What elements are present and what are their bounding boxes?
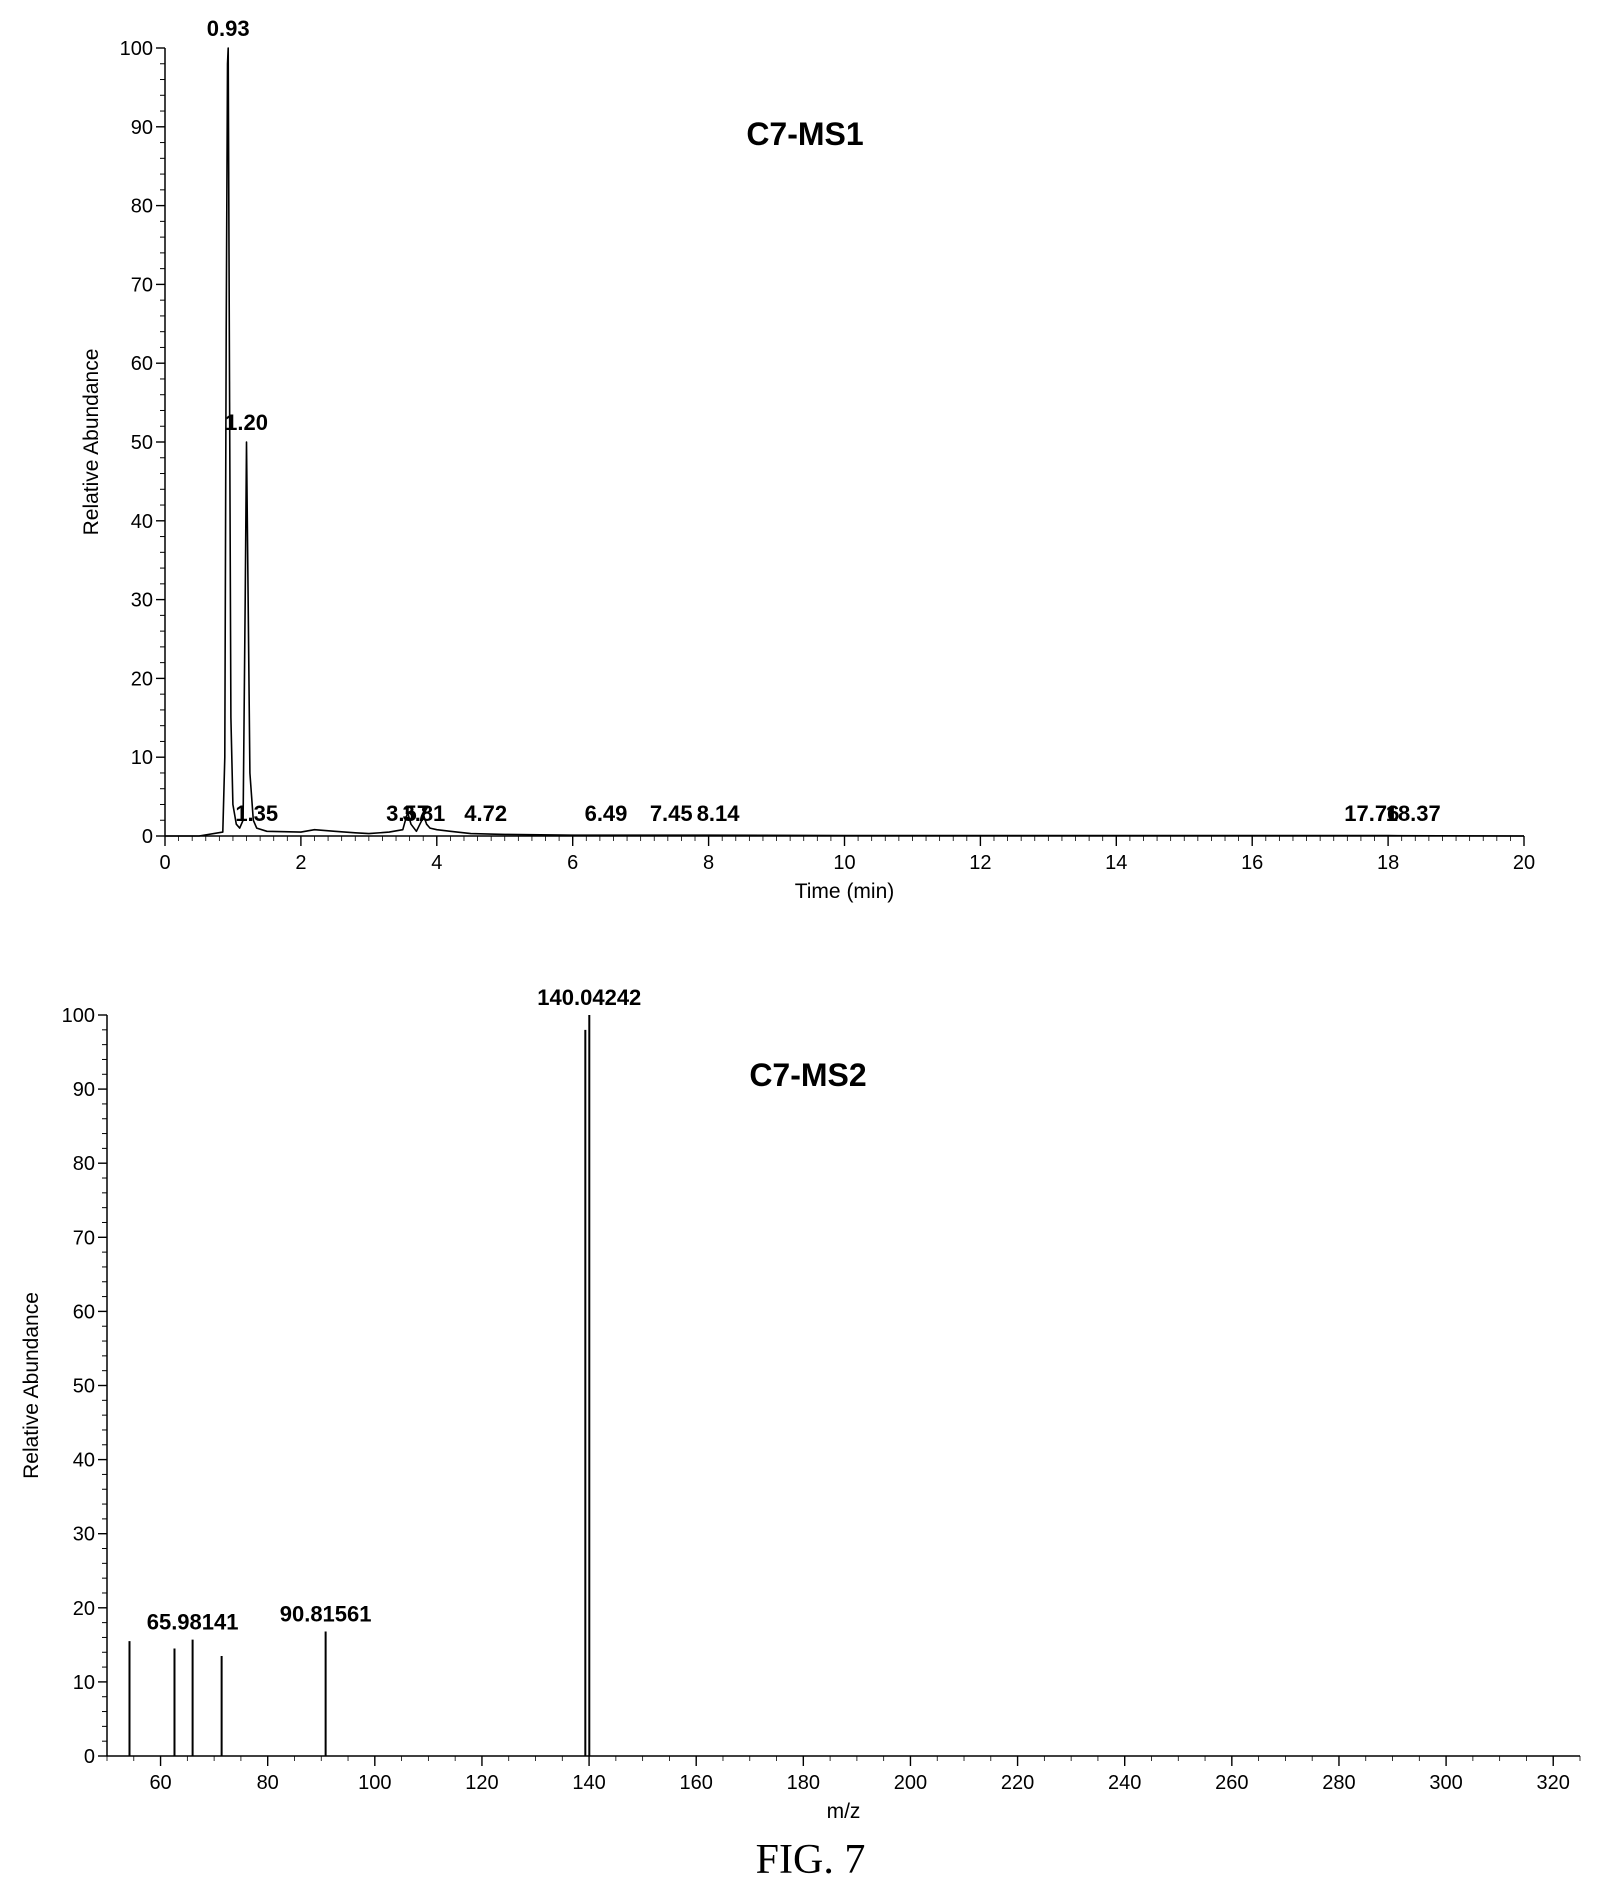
x-tick-label: 280 xyxy=(1322,1772,1355,1794)
x-tick-label: 60 xyxy=(149,1772,171,1794)
x-tick-label: 20 xyxy=(1513,852,1535,874)
y-tick-label: 20 xyxy=(131,668,153,690)
peak-label: 90.81561 xyxy=(280,1602,372,1627)
chart-title: C7-MS2 xyxy=(749,1057,866,1093)
x-tick-label: 12 xyxy=(969,852,991,874)
y-tick-label: 100 xyxy=(120,38,153,60)
x-tick-label: 160 xyxy=(680,1772,713,1794)
peak-label: 8.14 xyxy=(697,801,741,826)
x-tick-label: 300 xyxy=(1429,1772,1462,1794)
peak-label: 6.49 xyxy=(585,801,628,826)
y-tick-label: 60 xyxy=(131,353,153,375)
x-tick-label: 140 xyxy=(572,1772,605,1794)
x-tick-label: 16 xyxy=(1241,852,1263,874)
y-tick-label: 20 xyxy=(73,1598,95,1620)
peak-label: 7.45 xyxy=(650,801,693,826)
y-axis-label: Relative Abundance xyxy=(20,1292,43,1479)
y-tick-label: 60 xyxy=(73,1301,95,1323)
x-tick-label: 180 xyxy=(787,1772,820,1794)
y-axis-label: Relative Abundance xyxy=(80,349,103,536)
peak-label: 17.76 xyxy=(1344,801,1399,826)
x-tick-label: 220 xyxy=(1001,1772,1034,1794)
chromatogram-chart: 0 10 20 30 40 50 60 70 80 90 100 0 2 4 6 8 10 12 14 16 18 20 T… xyxy=(80,16,1535,903)
peak-label: 4.72 xyxy=(464,801,507,826)
x-tick-label: 80 xyxy=(257,1772,279,1794)
x-tick-label: 6 xyxy=(567,852,578,874)
peak-label: 140.04242 xyxy=(537,985,641,1010)
x-tick-label: 0 xyxy=(159,852,170,874)
y-tick-label: 80 xyxy=(73,1153,95,1175)
peak-label: 1.20 xyxy=(225,410,268,435)
peak-label: 3.81 xyxy=(402,801,445,826)
y-tick-label: 90 xyxy=(73,1079,95,1101)
x-tick-label: 8 xyxy=(703,852,714,874)
y-tick-label: 0 xyxy=(142,826,153,848)
y-tick-label: 70 xyxy=(131,274,153,296)
chromatogram-trace xyxy=(165,47,1525,837)
peak-label: 3.57 xyxy=(386,801,429,826)
x-tick-label: 18 xyxy=(1377,852,1399,874)
y-tick-label: 30 xyxy=(131,590,153,612)
x-tick-label: 14 xyxy=(1105,852,1127,874)
y-tick-label: 50 xyxy=(131,432,153,454)
y-tick-label: 10 xyxy=(73,1672,95,1694)
y-tick-label: 70 xyxy=(73,1227,95,1249)
mass-spectrum-chart: 0 10 20 30 40 50 60 70 80 90 100 60 80 100 120 140 160 18… xyxy=(20,985,1581,1823)
y-tick-label: 0 xyxy=(84,1746,95,1768)
x-tick-label: 260 xyxy=(1215,1772,1248,1794)
x-axis-label: m/z xyxy=(827,1800,861,1823)
x-tick-label: 200 xyxy=(894,1772,927,1794)
chart-title: C7-MS1 xyxy=(746,116,863,152)
peak-label: 1.35 xyxy=(235,801,278,826)
y-tick-label: 10 xyxy=(131,747,153,769)
x-tick-label: 2 xyxy=(295,852,306,874)
x-tick-label: 120 xyxy=(465,1772,498,1794)
x-tick-label: 240 xyxy=(1108,1772,1141,1794)
figure-caption: FIG. 7 xyxy=(755,1837,866,1883)
peak-label: 65.98141 xyxy=(147,1610,239,1635)
x-tick-label: 100 xyxy=(358,1772,391,1794)
x-tick-label: 4 xyxy=(431,852,442,874)
x-tick-label: 320 xyxy=(1537,1772,1570,1794)
y-tick-label: 90 xyxy=(131,117,153,139)
x-axis-label: Time (min) xyxy=(795,880,895,903)
y-tick-label: 100 xyxy=(62,1005,95,1027)
peak-label: 18.37 xyxy=(1386,801,1441,826)
peak-label: 0.93 xyxy=(207,16,250,41)
y-tick-label: 50 xyxy=(73,1376,95,1398)
y-tick-label: 80 xyxy=(131,196,153,218)
y-tick-label: 40 xyxy=(131,511,153,533)
y-tick-label: 30 xyxy=(73,1524,95,1546)
x-tick-label: 10 xyxy=(833,852,855,874)
y-tick-label: 40 xyxy=(73,1450,95,1472)
